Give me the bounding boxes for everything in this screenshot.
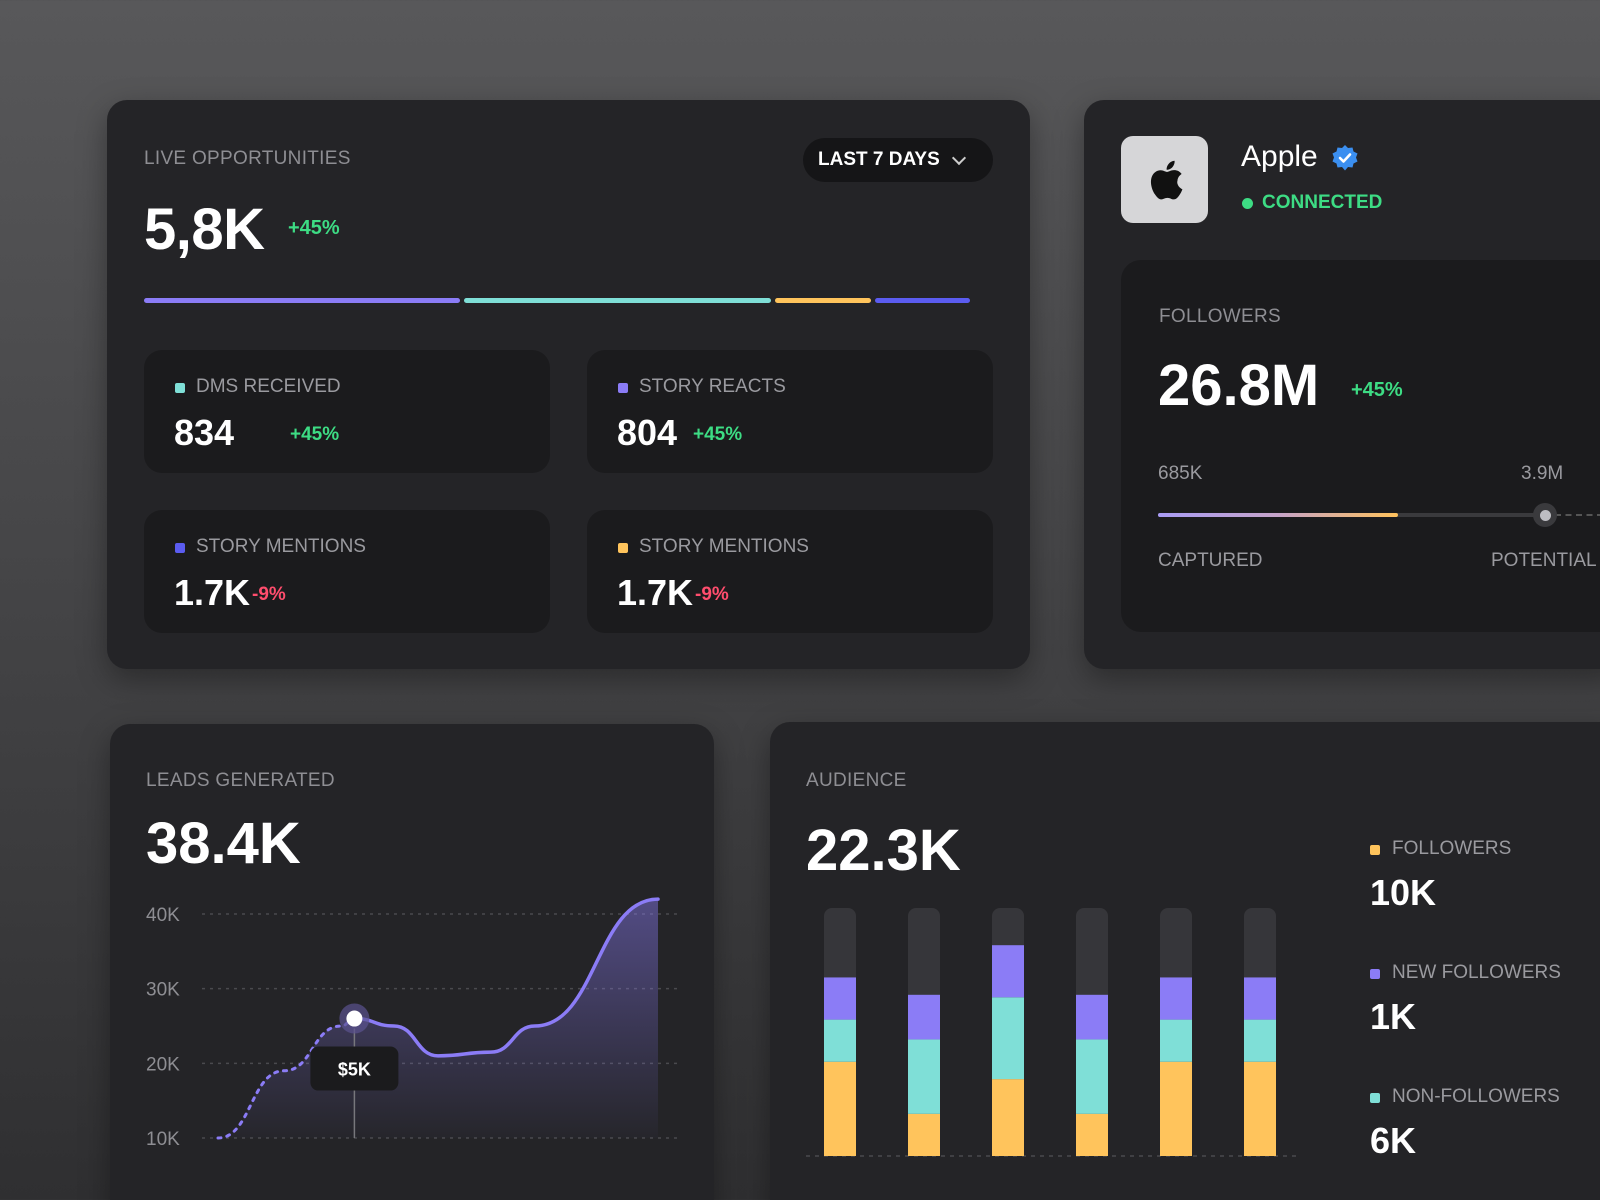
stat-name: STORY MENTIONS (639, 536, 809, 557)
audience-bar-segment-yellow (1076, 1113, 1108, 1156)
opportunities-breakdown-bar (144, 298, 987, 303)
stat-change: +45% (290, 424, 340, 445)
tooltip-value: $5K (338, 1060, 371, 1080)
audience-bar-segment-yellow (992, 1079, 1024, 1156)
account-avatar[interactable] (1121, 136, 1208, 223)
legend-value: 10K (1370, 872, 1437, 913)
stat-color-dot (175, 543, 185, 553)
y-tick-label: 10K (146, 1129, 180, 1150)
audience-bar-segment-yellow (908, 1113, 940, 1156)
audience-bar-segment-teal (908, 1039, 940, 1114)
breakdown-segment (144, 298, 460, 303)
breakdown-segment (874, 298, 971, 303)
followers-progress-track (1158, 513, 1551, 517)
stat-card-story-reacts[interactable]: STORY REACTS 804 +45% (587, 350, 993, 473)
highlight-point[interactable] (346, 1010, 363, 1027)
chevron-down-icon (951, 150, 966, 165)
stat-change: -9% (695, 584, 729, 605)
legend-value: 1K (1370, 996, 1417, 1037)
legend-color-dot (1370, 845, 1380, 855)
breakdown-segment (775, 298, 871, 303)
followers-progress-fill (1158, 513, 1398, 517)
stat-change: +45% (693, 424, 743, 445)
tooltip: $5K (310, 1046, 399, 1091)
y-tick-label: 30K (146, 980, 180, 1001)
audience-bar-chart (806, 908, 1298, 1157)
legend-value: 6K (1370, 1120, 1417, 1161)
leads-area-fill (218, 899, 658, 1138)
stat-value: 1.7K (174, 572, 251, 613)
connection-status: CONNECTED (1262, 192, 1383, 213)
audience-bar-segment-purple (1244, 977, 1276, 1020)
followers-title: FOLLOWERS (1159, 306, 1281, 327)
verified-badge-icon (1332, 145, 1358, 171)
legend-name: NON-FOLLOWERS (1392, 1086, 1560, 1107)
breakdown-segment (463, 298, 772, 303)
audience-bar-segment-teal (1076, 1039, 1108, 1114)
followers-value: 26.8M (1158, 353, 1320, 418)
potential-dashed-line (1555, 514, 1600, 516)
account-card: Apple CONNECTED FOLLOWERS 26.8M +45% 685… (1084, 100, 1600, 669)
live-opportunities-title: LIVE OPPORTUNITIES (144, 148, 351, 169)
legend-name: FOLLOWERS (1392, 838, 1512, 859)
leads-line (352, 897, 660, 1058)
audience-bar-segment-yellow (1244, 1061, 1276, 1156)
audience-bar-segment-yellow (1160, 1061, 1192, 1156)
legend-name: NEW FOLLOWERS (1392, 962, 1561, 983)
legend-color-dot (1370, 1093, 1380, 1103)
stat-card-story-mentions[interactable]: STORY MENTIONS 1.7K -9% (144, 510, 550, 633)
stat-color-dot (175, 383, 185, 393)
audience-title: AUDIENCE (806, 770, 907, 791)
audience-bar-segment-teal (1160, 1019, 1192, 1062)
audience-bar-segment-teal (992, 997, 1024, 1080)
stat-value: 804 (617, 412, 678, 453)
audience-bar-segment-teal (1244, 1019, 1276, 1062)
audience-bar-segment-teal (824, 1019, 856, 1062)
account-name: Apple (1241, 140, 1318, 173)
date-range-label: LAST 7 DAYS (818, 149, 940, 170)
leads-line-chart[interactable]: 40K 30K 20K 10K $5K (110, 874, 714, 1200)
potential-label: POTENTIAL (1491, 550, 1597, 571)
stat-color-dot (618, 383, 628, 393)
y-tick-label: 20K (146, 1054, 180, 1075)
stat-card-dms-received[interactable]: DMS RECEIVED 834 +45% (144, 350, 550, 473)
audience-bar-segment-purple (908, 994, 940, 1040)
range-max: 3.9M (1521, 463, 1564, 484)
date-range-dropdown[interactable]: LAST 7 DAYS (803, 138, 993, 182)
audience-bar-segment-yellow (824, 1061, 856, 1156)
stat-value: 1.7K (617, 572, 694, 613)
live-opportunities-value: 5,8K (144, 197, 265, 262)
leads-value: 38.4K (146, 811, 301, 876)
followers-panel: FOLLOWERS 26.8M +45% 685K 3.9M CAPTURED … (1121, 260, 1600, 632)
stat-name: STORY REACTS (639, 376, 786, 397)
leads-title: LEADS GENERATED (146, 770, 335, 791)
leads-generated-card: LEADS GENERATED 38.4K 40K 30K 20K 10K $5K (110, 724, 714, 1200)
apple-logo-icon (1150, 160, 1182, 199)
stat-value: 834 (174, 412, 235, 453)
audience-card: AUDIENCE 22.3K FOLLOWERS 10K NEW FOLLOWE… (770, 722, 1600, 1200)
stat-color-dot (618, 543, 628, 553)
legend-color-dot (1370, 969, 1380, 979)
audience-bar-segment-purple (992, 945, 1024, 998)
captured-label: CAPTURED (1158, 550, 1263, 571)
audience-bar-segment-purple (824, 977, 856, 1020)
range-min: 685K (1158, 463, 1203, 484)
stat-name: STORY MENTIONS (196, 536, 366, 557)
audience-bar-segment-purple (1076, 994, 1108, 1040)
stat-change: -9% (252, 584, 286, 605)
stat-name: DMS RECEIVED (196, 376, 341, 397)
status-dot (1242, 198, 1253, 209)
stat-card-story-mentions-2[interactable]: STORY MENTIONS 1.7K -9% (587, 510, 993, 633)
audience-bar-segment-purple (1160, 977, 1192, 1020)
followers-slider-handle[interactable] (1533, 503, 1557, 527)
live-opportunities-change: +45% (288, 217, 340, 239)
live-opportunities-card: LIVE OPPORTUNITIES 5,8K +45% LAST 7 DAYS… (107, 100, 1030, 669)
followers-change: +45% (1351, 379, 1403, 401)
y-tick-label: 40K (146, 905, 180, 926)
audience-value: 22.3K (806, 818, 961, 883)
